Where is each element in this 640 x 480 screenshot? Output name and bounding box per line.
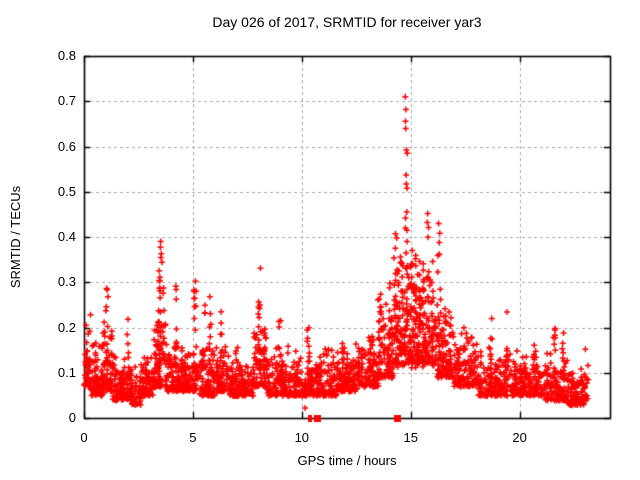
x-tick-label: 20: [512, 430, 527, 445]
y-tick-label: 0.4: [57, 229, 76, 244]
chart-title: Day 026 of 2017, SRMTID for receiver yar…: [212, 14, 482, 30]
y-tick-label: 0.3: [57, 274, 76, 290]
x-tick-label: 10: [294, 430, 310, 445]
y-tick-label: 0.1: [57, 364, 76, 380]
x-axis-label: GPS time / hours: [297, 453, 397, 468]
y-tick-label: 0: [68, 410, 76, 425]
x-tick-label: 15: [403, 430, 418, 445]
y-tick-label: 0.6: [57, 138, 76, 154]
y-tick-label: 0.2: [57, 319, 76, 335]
y-tick-label: 0.7: [57, 93, 76, 109]
y-tick-label: 0.8: [57, 48, 76, 63]
y-axis-label: SRMTID / TECUs: [8, 185, 23, 289]
x-tick-label: 0: [80, 430, 88, 445]
y-tick-label: 0.5: [57, 183, 76, 199]
x-tick-label: 5: [189, 430, 197, 445]
